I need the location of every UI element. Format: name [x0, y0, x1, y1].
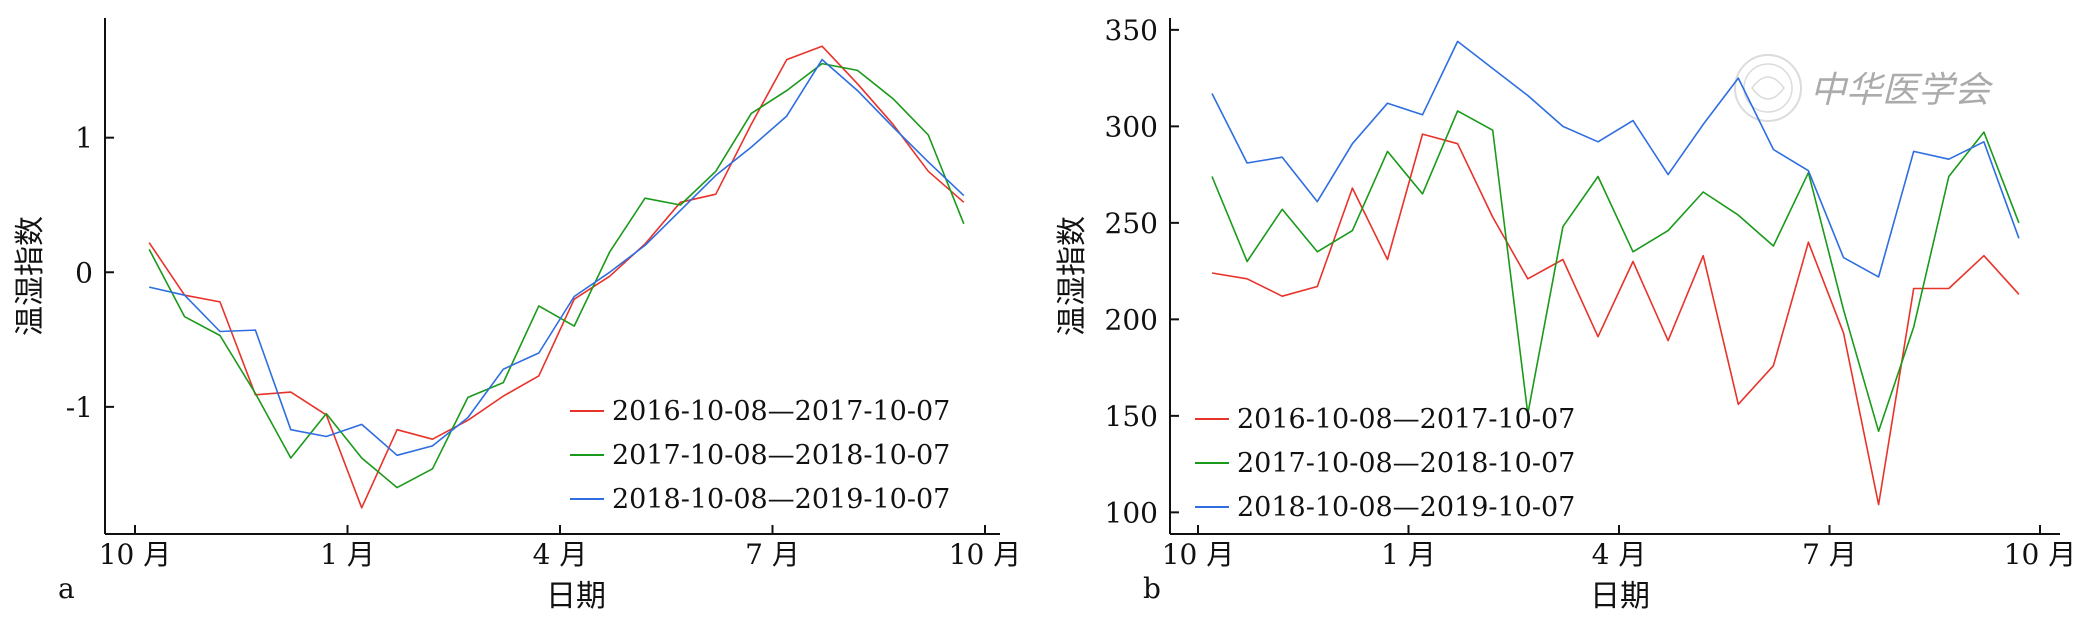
panel-a-y-label: 温湿指数	[13, 216, 48, 336]
panel-a-series	[148, 45, 965, 509]
panel-a-y-tick-label: 0	[75, 256, 93, 289]
panel-b-x-label: 日期	[1590, 579, 1650, 614]
panel-b-series-line-1	[1211, 133, 2020, 506]
panel-a-legend: 2016-10-08—2017-10-07 2017-10-08—2018-10-…	[570, 396, 950, 515]
panel-a-legend-label: 2016-10-08—2017-10-07	[612, 396, 950, 427]
panel-a: -1 0 1 10 月 1 月 4 月 7 月 10 月 日期 温湿指数 a 2016-10…	[13, 18, 1021, 614]
panel-b-legend-label: 2017-10-08—2018-10-07	[1237, 448, 1575, 479]
panel-a-legend-label: 2017-10-08—2018-10-07	[612, 440, 950, 471]
panel-a-letter: a	[58, 572, 75, 605]
panel-b-x-ticks: 10 月 1 月 4 月 7 月 10 月	[1162, 525, 2076, 571]
panel-b-legend-label: 2018-10-08—2019-10-07	[1237, 492, 1575, 523]
panel-b-x-tick-label: 4 月	[1592, 538, 1647, 571]
panel-b-series	[1211, 40, 2020, 506]
panel-b-legend-label: 2016-10-08—2017-10-07	[1237, 404, 1575, 435]
panel-a-x-tick-label: 10 月	[949, 538, 1022, 571]
panel-b-x-tick-label: 10 月	[1162, 538, 1235, 571]
panel-b-y-tick-label: 100	[1105, 496, 1158, 529]
panel-b-series-line-3	[1211, 40, 2020, 278]
panel-b-x-tick-label: 10 月	[2004, 538, 2076, 571]
panel-b-y-tick-label: 200	[1105, 303, 1158, 336]
panel-a-x-tick-label: 10 月	[99, 538, 172, 571]
panel-a-x-label: 日期	[546, 579, 606, 614]
panel-b-letter: b	[1143, 572, 1161, 605]
panel-b-y-label: 温湿指数	[1055, 216, 1090, 336]
panel-b-y-tick-label: 300	[1105, 110, 1158, 143]
panel-a-y-tick-label: 1	[75, 122, 93, 155]
panel-a-y-tick-label: -1	[66, 391, 93, 424]
panel-a-x-tick-label: 1 月	[320, 538, 375, 571]
panel-b-x-tick-label: 1 月	[1381, 538, 1436, 571]
panel-a-y-ticks: -1 0 1	[66, 122, 114, 424]
panel-b-series-line-2	[1211, 110, 2020, 433]
panel-a-x-tick-label: 7 月	[745, 538, 800, 571]
panel-a-x-ticks: 10 月 1 月 4 月 7 月 10 月	[99, 525, 1022, 571]
panel-a-x-tick-label: 4 月	[533, 538, 588, 571]
svg-text:中华医学会: 中华医学会	[1810, 70, 1994, 111]
panel-b-y-tick-label: 350	[1105, 14, 1158, 47]
panel-b-legend: 2016-10-08—2017-10-07 2017-10-08—2018-10-…	[1195, 404, 1575, 523]
watermark: 中华医学会	[1734, 54, 1994, 122]
panel-b-y-tick-label: 250	[1105, 207, 1158, 240]
panel-b-y-tick-label: 150	[1105, 400, 1158, 433]
panel-b-x-tick-label: 7 月	[1802, 538, 1857, 571]
panel-b-y-ticks: 100 150 200 250 300 350	[1105, 14, 1179, 529]
panel-a-series-line-1	[148, 45, 965, 509]
panel-a-legend-label: 2018-10-08—2019-10-07	[612, 484, 950, 515]
panel-a-series-line-3	[149, 58, 965, 457]
